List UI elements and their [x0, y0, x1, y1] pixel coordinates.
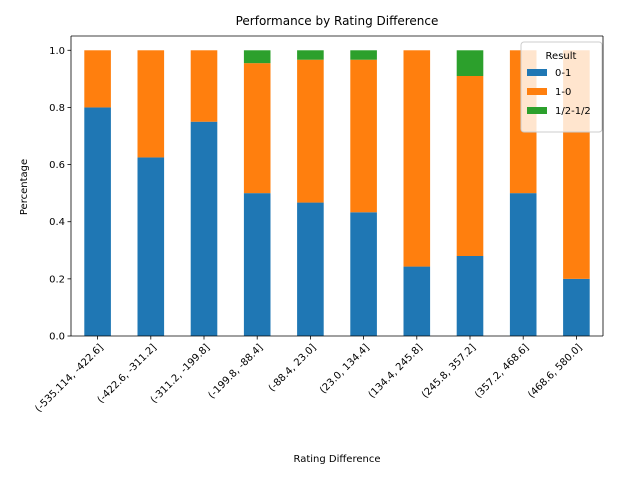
bar-segment-3-8 [456, 50, 484, 76]
y-tick-label: 0.6 [49, 160, 65, 171]
bar-segment-3-4 [243, 50, 271, 64]
bar-segment-1-10 [563, 278, 590, 336]
bar-segment-3-5 [297, 50, 324, 60]
bar-segment-1-5 [297, 202, 324, 336]
bar-segment-2-1 [84, 50, 111, 108]
y-tick-label: 0.8 [49, 103, 65, 114]
y-tick-label: 0.4 [49, 217, 65, 228]
legend-items: 0-1 1-0 1/2-1/2 [527, 68, 591, 117]
chart-title: Performance by Rating Difference [236, 14, 439, 28]
x-axis-title: Rating Difference [294, 454, 381, 465]
legend-title: Result [546, 51, 577, 62]
legend-swatch-3 [527, 107, 547, 114]
bar-segment-1-1 [84, 107, 111, 337]
y-tick-label: 0.2 [49, 274, 65, 285]
bar-segment-2-7 [403, 50, 431, 267]
legend: Result 0-1 1-0 1/2-1/2 [520, 41, 603, 133]
legend-label-2: 1-0 [555, 87, 571, 98]
legend-swatch-1 [527, 69, 547, 76]
bar-segment-2-5 [297, 59, 324, 203]
legend-swatch-2 [527, 88, 547, 95]
bar-segment-1-9 [509, 193, 537, 336]
bar-segment-1-4 [243, 193, 271, 336]
bar-segment-2-3 [190, 50, 218, 122]
y-axis-title: Percentage [19, 159, 30, 215]
bar-segment-2-6 [350, 59, 377, 213]
legend-label-1: 0-1 [555, 68, 571, 79]
bar-segment-1-6 [350, 212, 377, 336]
bar-segment-3-6 [350, 50, 377, 60]
bar-segment-1-7 [403, 266, 431, 336]
bar-segment-1-8 [456, 256, 484, 336]
y-tick-label: 1.0 [49, 46, 65, 57]
bar-segment-2-8 [456, 76, 484, 256]
y-tick-label: 0.0 [49, 332, 65, 343]
bar-segment-2-4 [243, 63, 271, 194]
bar-segment-2-2 [137, 50, 165, 158]
bar-segment-1-3 [190, 121, 218, 337]
legend-label-3: 1/2-1/2 [555, 106, 591, 117]
bars-group [84, 50, 590, 337]
bar-segment-1-2 [137, 157, 165, 336]
